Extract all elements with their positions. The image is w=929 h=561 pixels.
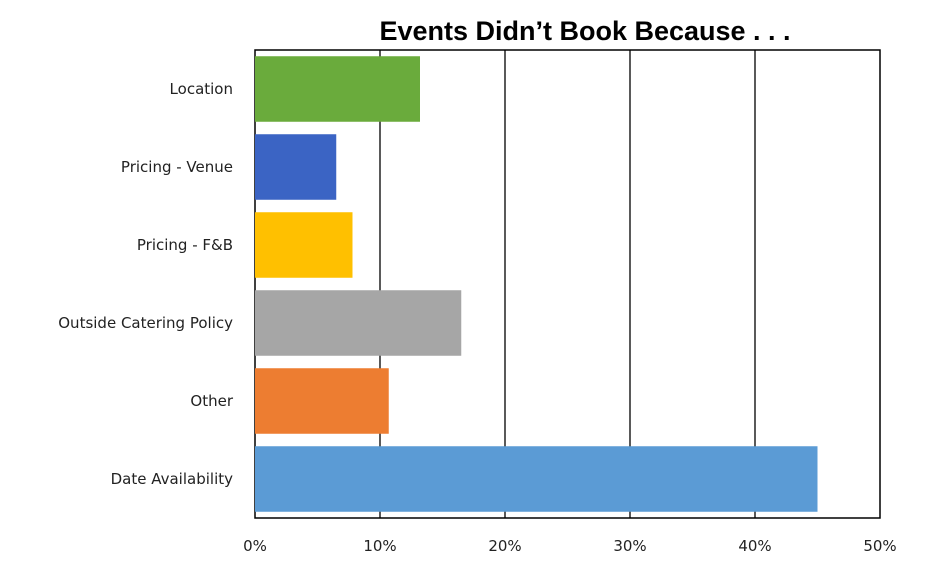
category-label-outside-catering-policy: Outside Catering Policy	[58, 314, 233, 332]
bar-pricing-venue	[255, 134, 337, 200]
x-tick-label-30: 30%	[613, 537, 646, 555]
x-tick-label-50: 50%	[863, 537, 896, 555]
category-label-other: Other	[190, 392, 233, 410]
x-tick-label-10: 10%	[363, 537, 396, 555]
category-label-pricing-venue: Pricing - Venue	[121, 158, 233, 176]
category-label-pricing-f-b: Pricing - F&B	[137, 236, 233, 254]
x-tick-label-20: 20%	[488, 537, 521, 555]
bar-outside-catering-policy	[255, 290, 462, 356]
chart-title: Events Didn’t Book Because . . .	[379, 16, 790, 46]
plot-area-border	[254, 49, 881, 519]
category-label-location: Location	[170, 80, 233, 98]
bar-date-availability	[255, 446, 818, 512]
category-label-date-availability: Date Availability	[111, 470, 234, 488]
bar-pricing-f-b	[255, 212, 353, 278]
bar-other	[255, 368, 389, 434]
x-tick-label-0: 0%	[243, 537, 267, 555]
x-tick-label-40: 40%	[738, 537, 771, 555]
bar-location	[255, 56, 420, 122]
